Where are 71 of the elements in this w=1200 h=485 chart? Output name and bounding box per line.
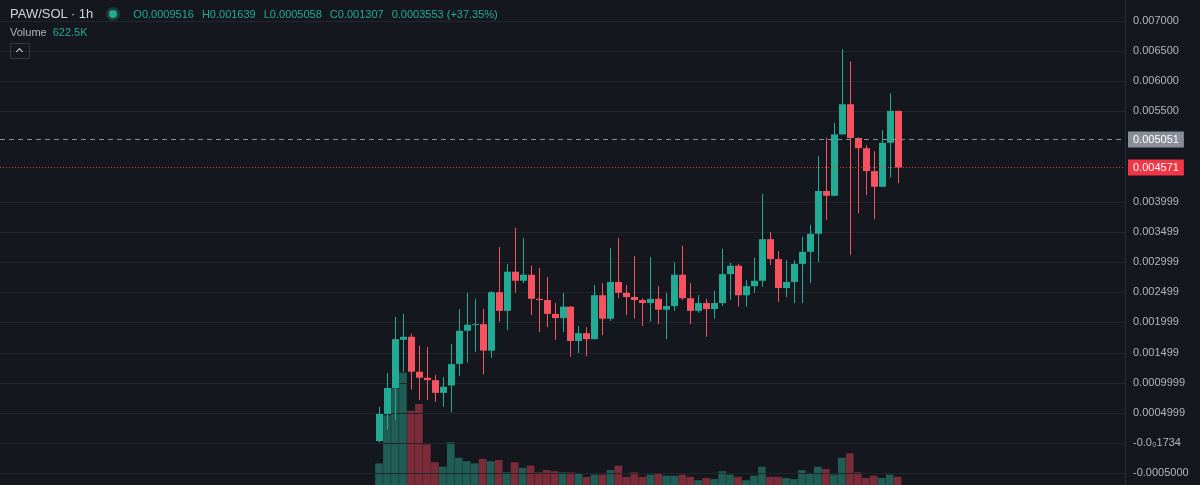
candlestick <box>703 298 710 338</box>
bar <box>486 461 495 485</box>
candlestick <box>639 297 646 327</box>
y-tick-label: 0.002999 <box>1133 255 1179 268</box>
candlestick <box>655 285 662 325</box>
annotation: Volume <box>10 26 47 38</box>
candlestick <box>679 245 686 301</box>
text: PAW/SOL · 1h <box>10 6 94 21</box>
bar <box>702 477 710 485</box>
y-tick-label: 0.001999 <box>1133 315 1179 328</box>
candlestick <box>623 284 630 316</box>
candlestick <box>647 256 654 323</box>
bar <box>694 480 702 485</box>
y-tick-label: 0.003999 <box>1133 194 1179 207</box>
annotation: O0.0009516 <box>133 7 194 20</box>
candlestick <box>575 325 582 354</box>
y-tick-label: 0.002499 <box>1133 285 1179 298</box>
annotation: 622.5K <box>52 26 88 38</box>
candlestick <box>560 292 567 333</box>
candlestick <box>711 290 718 320</box>
candlestick <box>615 237 622 299</box>
y-tick-label: 0.001499 <box>1133 345 1179 358</box>
bar <box>646 474 655 485</box>
candlestick <box>783 259 790 298</box>
annotation: L0.0005058 <box>263 7 322 20</box>
annotation: 0.0003553 (+37.35%) <box>391 7 498 20</box>
candlestick <box>855 136 862 214</box>
ref-line-label: 0.004571 <box>1133 160 1179 173</box>
candlestick <box>464 292 471 364</box>
y-tick-label: 0.0009999 <box>1133 375 1185 388</box>
y-tick-label: 0.005500 <box>1133 104 1179 117</box>
candlestick <box>743 279 750 308</box>
candlestick <box>432 374 439 403</box>
candlestick <box>871 150 878 220</box>
annotation: H0.001639 <box>201 7 256 20</box>
candlestick <box>863 144 870 196</box>
candlestick <box>416 345 423 401</box>
candlestick <box>520 237 527 284</box>
candlestick <box>807 224 814 284</box>
candlestick <box>599 282 606 336</box>
y-tick-label: 0.0004999 <box>1133 405 1185 418</box>
ref-line-label: 0.005051 <box>1133 132 1179 145</box>
candlestick <box>823 137 830 221</box>
y-tick-label: 0.007000 <box>1133 14 1179 27</box>
y-tick-label: 0.006000 <box>1133 74 1179 87</box>
bar <box>654 473 663 485</box>
candlestick <box>727 262 734 301</box>
candlestick <box>544 276 551 328</box>
candlestick <box>751 257 758 294</box>
candlestick <box>799 236 806 304</box>
candlestick <box>687 282 694 325</box>
candlestick <box>663 292 670 340</box>
candlestick <box>496 246 503 323</box>
candlestick <box>552 302 559 341</box>
y-tick-label: 0.003499 <box>1133 225 1179 238</box>
candlestick <box>631 255 638 320</box>
candlestick <box>448 343 455 413</box>
bar <box>734 476 742 485</box>
candlestick <box>472 298 479 353</box>
candlestick <box>791 259 798 304</box>
bar <box>478 458 487 485</box>
bar <box>821 468 830 485</box>
candlestick <box>767 231 774 266</box>
y-tick-label: 0.006500 <box>1133 44 1179 57</box>
candlestick <box>583 326 590 357</box>
y-tick-label: -0.0₀1734 <box>1133 435 1181 448</box>
bar <box>494 460 503 485</box>
candlestick <box>440 376 447 408</box>
candlestick <box>512 227 519 294</box>
annotation: C0.001307 <box>329 7 384 20</box>
y-tick-label: -0.0005000 <box>1133 465 1189 478</box>
